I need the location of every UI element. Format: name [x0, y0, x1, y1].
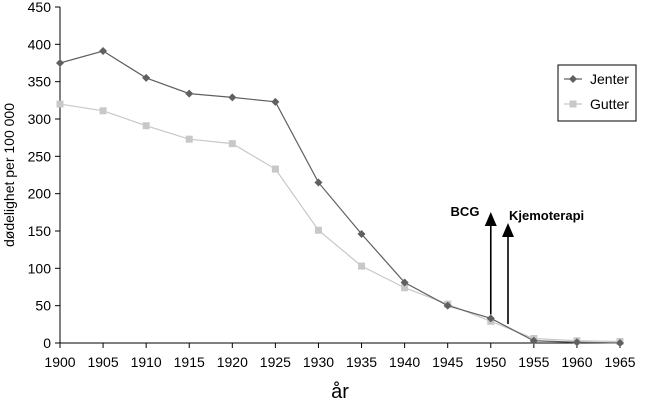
y-axis-title: dødelighet per 100 000	[1, 103, 17, 247]
data-point-jenter	[142, 74, 150, 82]
y-tick-label: 300	[28, 111, 52, 127]
legend-label-jenter: Jenter	[590, 71, 629, 87]
y-tick-label: 100	[28, 260, 52, 276]
data-point-gutter	[315, 227, 322, 234]
x-tick-label: 1900	[44, 354, 75, 370]
y-tick-label: 400	[28, 36, 52, 52]
y-tick-label: 150	[28, 223, 52, 239]
x-tick-label: 1955	[518, 354, 549, 370]
x-tick-label: 1940	[389, 354, 420, 370]
annotation-arrow-head	[485, 212, 497, 226]
data-point-gutter	[100, 107, 107, 114]
annotation-arrow-head	[502, 223, 514, 237]
x-tick-label: 1960	[561, 354, 592, 370]
x-tick-label: 1950	[475, 354, 506, 370]
x-tick-label: 1965	[604, 354, 635, 370]
data-point-jenter	[271, 98, 279, 106]
data-point-gutter	[143, 122, 150, 129]
data-point-jenter	[185, 90, 193, 98]
x-tick-label: 1910	[131, 354, 162, 370]
y-tick-label: 0	[43, 335, 51, 351]
series-line-jenter	[60, 51, 620, 343]
data-point-gutter	[272, 166, 279, 173]
x-tick-label: 1925	[260, 354, 291, 370]
data-point-gutter	[57, 101, 64, 108]
data-point-jenter	[99, 47, 107, 55]
y-tick-label: 50	[35, 298, 51, 314]
data-point-jenter	[56, 59, 64, 67]
legend-marker-gutter	[570, 101, 577, 108]
x-axis-title: år	[331, 381, 349, 403]
data-point-gutter	[358, 263, 365, 270]
annotation-label-kjemoterapi: Kjemoterapi	[509, 208, 584, 223]
x-tick-label: 1935	[346, 354, 377, 370]
y-tick-label: 450	[28, 0, 52, 15]
x-tick-label: 1905	[87, 354, 118, 370]
data-point-gutter	[186, 136, 193, 143]
y-tick-label: 200	[28, 186, 52, 202]
x-tick-label: 1930	[303, 354, 334, 370]
annotation-label-bcg: BCG	[451, 204, 480, 219]
legend-label-gutter: Gutter	[590, 96, 629, 112]
data-point-jenter	[228, 93, 236, 101]
y-tick-label: 350	[28, 74, 52, 90]
x-tick-label: 1920	[217, 354, 248, 370]
x-tick-label: 1945	[432, 354, 463, 370]
data-point-gutter	[229, 140, 236, 147]
y-tick-label: 250	[28, 148, 52, 164]
x-tick-label: 1915	[174, 354, 205, 370]
